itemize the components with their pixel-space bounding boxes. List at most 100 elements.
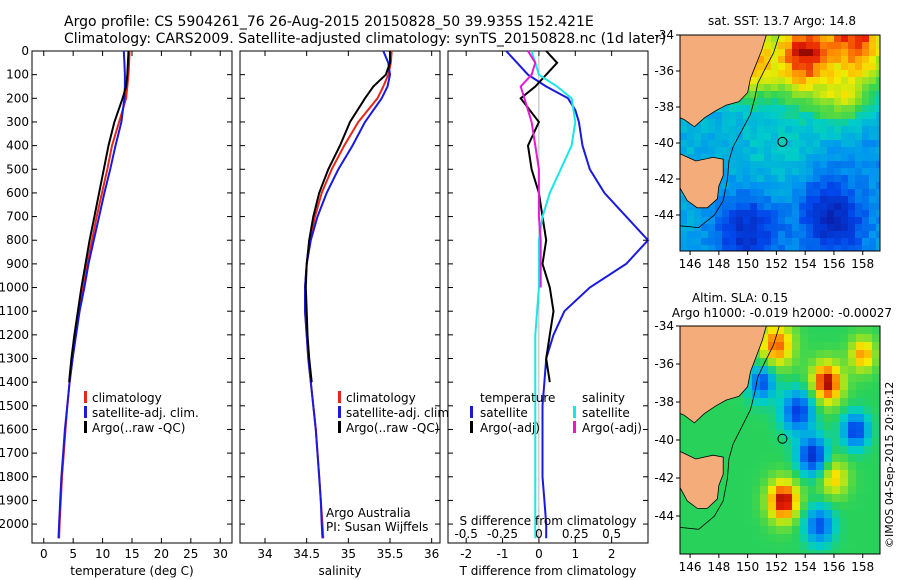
heatmap-cell [869, 231, 877, 239]
heatmap-cell [771, 70, 779, 78]
heatmap-cell [808, 438, 817, 447]
legend-label-t-satellite: satellite [480, 406, 528, 420]
heatmap-cell [792, 91, 800, 99]
heatmap-cell [792, 526, 801, 535]
heatmap-cell [768, 398, 777, 407]
heatmap-cell [799, 203, 807, 211]
heatmap-cell [869, 175, 877, 183]
heatmap-cell [869, 189, 877, 197]
heatmap-cell [736, 446, 745, 455]
heatmap-cell [784, 478, 793, 487]
heatmap-cell [869, 168, 877, 176]
heatmap-cell [776, 374, 785, 383]
heatmap-cell [760, 478, 769, 487]
heatmap-cell [832, 534, 841, 543]
heatmap-cell [720, 406, 729, 415]
heatmap-cell [729, 112, 737, 120]
heatmap-cell [750, 154, 758, 162]
x-tick-label: 158 [851, 560, 874, 574]
heatmap-cell [696, 550, 705, 554]
heatmap-cell [824, 510, 833, 519]
y-tick-label: 1000 [0, 281, 29, 295]
heatmap-cell [832, 414, 841, 423]
y-tick-label: 100 [6, 68, 29, 82]
heatmap-cell [799, 175, 807, 183]
heatmap-cell [841, 84, 849, 92]
heatmap-cell [750, 182, 758, 190]
heatmap-cell [848, 189, 856, 197]
heatmap-cell [824, 382, 833, 391]
heatmap-cell [704, 526, 713, 535]
heatmap-cell [736, 438, 745, 447]
heatmap-cell [785, 175, 793, 183]
heatmap-cell [784, 534, 793, 543]
x-tick-label: 20 [154, 547, 169, 561]
heatmap-cell [750, 175, 758, 183]
heatmap-cell [827, 154, 835, 162]
heatmap-cell [832, 390, 841, 399]
heatmap-cell [856, 398, 865, 407]
heatmap-cell [768, 550, 777, 554]
y-tick-label: -34 [654, 319, 674, 333]
heatmap-cell [827, 119, 835, 127]
heatmap-cell [876, 42, 880, 50]
heatmap-cell [862, 203, 870, 211]
y-tick-label: -42 [654, 172, 674, 186]
heatmap-cell [694, 133, 702, 141]
legend-label-t-argo: Argo(-adj) [480, 421, 540, 435]
heatmap-cell [785, 91, 793, 99]
heatmap-cell [820, 119, 828, 127]
heatmap-cell [722, 119, 730, 127]
y-tick-label: 1900 [0, 493, 29, 507]
heatmap-cell [869, 63, 877, 71]
heatmap-cell [834, 119, 842, 127]
heatmap-cell [750, 224, 758, 232]
heatmap-cell [848, 414, 857, 423]
heatmap-cell [848, 502, 857, 511]
heatmap-cell [712, 422, 721, 431]
heatmap-cell [848, 112, 856, 120]
heatmap-cell [736, 98, 744, 106]
heatmap-cell [832, 502, 841, 511]
heatmap-cell [778, 63, 786, 71]
x-tick-label: 156 [823, 257, 846, 271]
heatmap-cell [799, 42, 807, 50]
header-line-2: Climatology: CARS2009. Satellite-adjuste… [64, 31, 666, 47]
heatmap-cell [862, 217, 870, 225]
shelf-contour [680, 326, 780, 530]
heatmap-cell [776, 398, 785, 407]
heatmap-cell [708, 203, 716, 211]
heatmap-cell [862, 84, 870, 92]
heatmap-cell [778, 203, 786, 211]
heatmap-cell [760, 550, 769, 554]
heatmap-cell [736, 478, 745, 487]
heatmap-cell [792, 350, 801, 359]
heatmap-cell [764, 63, 772, 71]
salinity-plot-frame [239, 50, 441, 544]
heatmap-cell [778, 210, 786, 218]
heatmap-cell [752, 478, 761, 487]
heatmap-cell [856, 518, 865, 527]
heatmap-cell [792, 35, 800, 43]
heatmap-cell [757, 105, 765, 113]
heatmap-cell [862, 147, 870, 155]
heatmap-cell [869, 119, 877, 127]
salinity-legend: climatology satellite-adj. clim. Argo(..… [338, 391, 453, 435]
heatmap-cell [764, 224, 772, 232]
heatmap-cell [680, 510, 689, 519]
heatmap-cell [872, 334, 880, 343]
heatmap-cell [771, 161, 779, 169]
heatmap-cell [792, 494, 801, 503]
series-line-2 [68, 50, 130, 383]
heatmap-cell [832, 542, 841, 551]
heatmap-cell [872, 326, 880, 335]
heatmap-cell [876, 56, 880, 64]
heatmap-cell [856, 486, 865, 495]
heatmap-cell [701, 140, 709, 148]
heatmap-cell [824, 334, 833, 343]
heatmap-cell [855, 189, 863, 197]
heatmap-cell [768, 462, 777, 471]
heatmap-cell [728, 542, 737, 551]
heatmap-cell [776, 414, 785, 423]
heatmap-cell [800, 390, 809, 399]
